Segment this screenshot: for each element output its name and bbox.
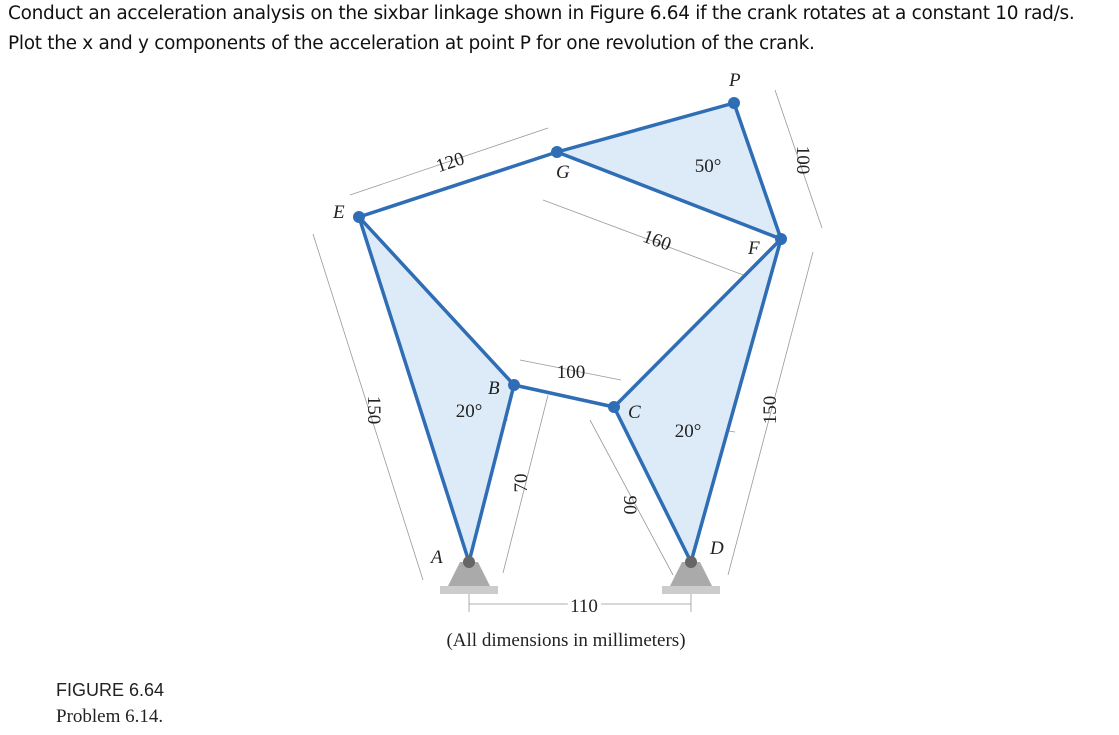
point-label: A	[429, 547, 443, 568]
dimension-label: 120	[434, 148, 468, 177]
dimension-label: 70	[511, 474, 532, 493]
point-label: C	[628, 402, 641, 423]
dimension-label: 150	[760, 396, 781, 425]
point-label: B	[488, 378, 500, 399]
dimension-label: 20°	[456, 401, 483, 422]
point-label: E	[332, 202, 345, 223]
pins	[353, 97, 787, 568]
problem-line: Plot the x and y components of the accel…	[8, 33, 815, 54]
link	[513, 383, 615, 409]
dimension-label: 20°	[675, 421, 702, 442]
dimension-label: 50°	[695, 156, 722, 177]
point-label: P	[728, 70, 741, 91]
point-label: F	[747, 238, 760, 259]
figure-caption: Problem 6.14.	[56, 706, 164, 727]
problem-line: Conduct an acceleration analysis on the …	[8, 3, 1075, 24]
dimension-label: 160	[640, 226, 674, 255]
dimension-label: 150	[363, 396, 384, 425]
ground-support	[440, 562, 720, 594]
figure-note: (All dimensions in millimeters)	[446, 630, 685, 651]
dimension-label: 90	[619, 496, 640, 515]
dimension-label: 110	[570, 596, 598, 617]
link-plate	[357, 215, 516, 564]
link-plate	[612, 237, 783, 564]
link	[358, 150, 558, 219]
dimension-label: 100	[557, 362, 586, 383]
link-plate	[555, 101, 783, 241]
point-label: D	[709, 538, 724, 559]
figure-label: FIGURE 6.64	[56, 680, 165, 700]
dimension-label: 100	[792, 146, 813, 175]
point-label: G	[556, 162, 570, 183]
